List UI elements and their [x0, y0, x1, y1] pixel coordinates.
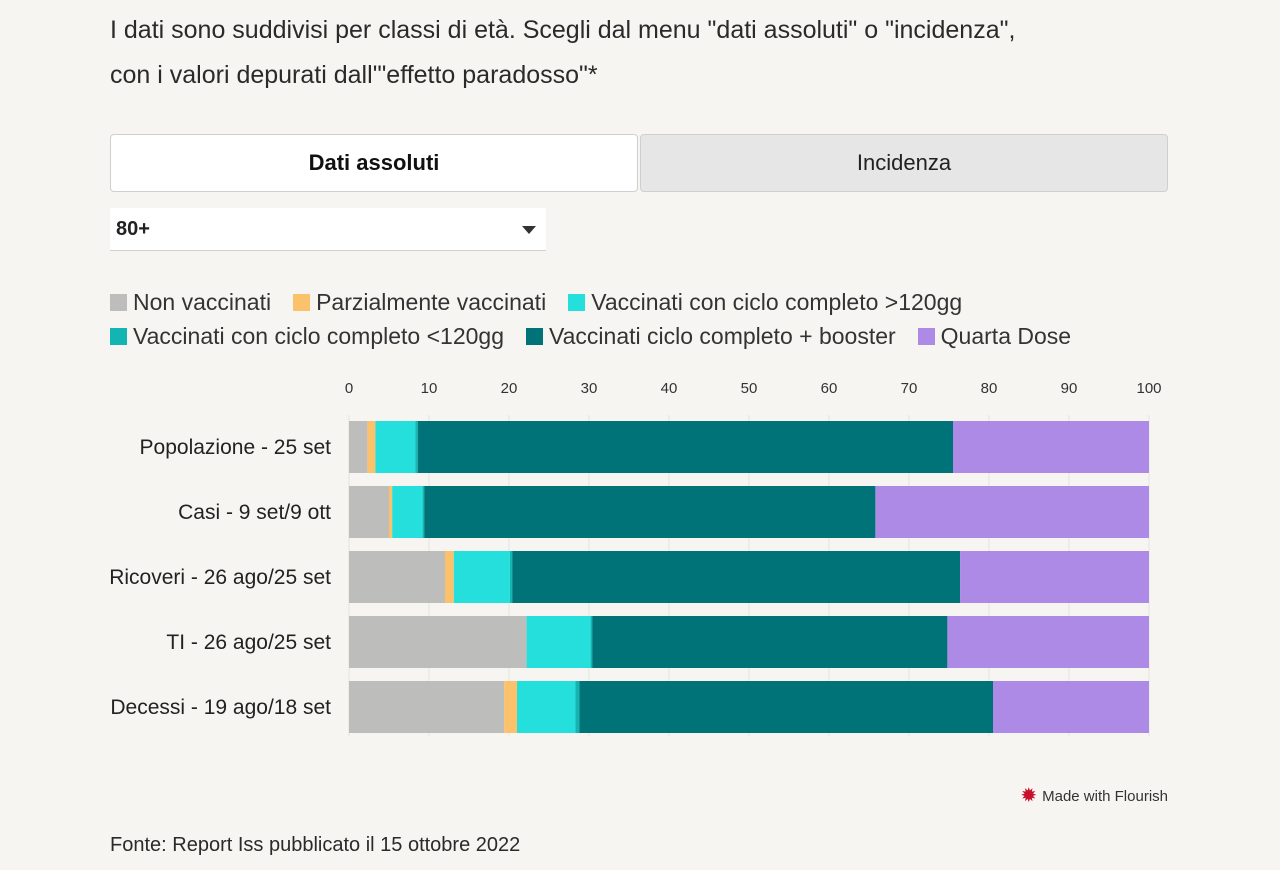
x-tick-label: 70 [901, 380, 918, 397]
bar-segment[interactable] [424, 486, 876, 538]
bar-segment[interactable] [349, 681, 505, 733]
legend-item-parzialmente-vaccinati[interactable]: Parzialmente vaccinati [293, 289, 546, 316]
legend-item-non-vaccinati[interactable]: Non vaccinati [110, 289, 271, 316]
age-class-value: 80+ [116, 217, 150, 240]
bar-segment[interactable] [389, 486, 393, 538]
bar-segment[interactable] [960, 551, 1149, 603]
x-tick-label: 50 [741, 380, 758, 397]
legend-label: Vaccinati con ciclo completo <120gg [133, 322, 504, 349]
x-tick-label: 10 [421, 380, 438, 397]
intro-line-2: con i valori depurati dall'"effetto para… [110, 61, 598, 89]
bar-segment[interactable] [526, 616, 591, 668]
flourish-credit[interactable]: ✹ Made with Flourish [1020, 786, 1168, 806]
view-toggle: Dati assoluti Incidenza [110, 134, 1168, 192]
legend-label: Quarta Dose [940, 322, 1072, 349]
legend-item-ciclo-completo-lt120[interactable]: Vaccinati con ciclo completo <120gg [110, 323, 504, 350]
intro-text: I dati sono suddivisi per classi di età.… [110, 8, 1210, 98]
bar-segment[interactable] [349, 551, 445, 603]
x-tick-label: 30 [581, 380, 598, 397]
bar-segment[interactable] [415, 421, 418, 473]
bar-segment[interactable] [367, 421, 376, 473]
legend-swatch [526, 327, 543, 345]
chart-legend: Non vaccinati Parzialmente vaccinati Vac… [110, 285, 1170, 353]
legend-item-booster[interactable]: Vaccinati ciclo completo + booster [526, 323, 896, 350]
bar-segment[interactable] [422, 486, 425, 538]
chevron-down-icon [522, 226, 536, 234]
bar-segment[interactable] [947, 616, 1149, 668]
legend-swatch [110, 327, 127, 345]
flourish-credit-label: Made with Flourish [1042, 787, 1168, 805]
legend-swatch [110, 293, 127, 311]
legend-label: Vaccinati ciclo completo + booster [549, 322, 896, 349]
bar-segment[interactable] [349, 486, 389, 538]
bar-segment[interactable] [517, 681, 576, 733]
bar-segment[interactable] [392, 486, 423, 538]
incidenza-button[interactable]: Incidenza [640, 134, 1168, 192]
x-tick-label: 80 [981, 380, 998, 397]
flourish-logo-icon: ✹ [1020, 785, 1038, 807]
stacked-bar-chart: 0 10 20 30 40 50 60 70 80 90 100 Popolazione - 25 s… [109, 380, 1162, 736]
bar-segment[interactable] [875, 486, 1149, 538]
bar-segment[interactable] [579, 681, 993, 733]
bar-segment[interactable] [590, 616, 593, 668]
bar-segment[interactable] [512, 551, 961, 603]
x-tick-label: 20 [501, 380, 518, 397]
legend-item-ciclo-completo-gt120[interactable]: Vaccinati con ciclo completo >120gg [568, 289, 962, 316]
legend-swatch [568, 293, 586, 311]
category-label: Decessi - 19 ago/18 set [110, 696, 331, 719]
age-class-dropdown[interactable]: 80+ [110, 208, 546, 251]
x-tick-label: 60 [821, 380, 838, 397]
bar-segment[interactable] [993, 681, 1149, 733]
legend-swatch [293, 293, 311, 311]
bar-segment[interactable] [575, 681, 580, 733]
bar-segment[interactable] [504, 681, 517, 733]
x-tick-label: 40 [661, 380, 678, 397]
category-label: Casi - 9 set/9 ott [178, 501, 331, 524]
bar-segment[interactable] [453, 551, 510, 603]
source-note: Fonte: Report Iss pubblicato il 15 ottob… [110, 834, 521, 856]
category-label: TI - 26 ago/25 set [166, 631, 331, 654]
x-tick-label: 100 [1136, 380, 1161, 397]
bar-segment[interactable] [445, 551, 454, 603]
legend-swatch [917, 327, 935, 345]
bar-segment[interactable] [349, 616, 527, 668]
bar-segment[interactable] [953, 421, 1149, 473]
bar-segment[interactable] [509, 551, 513, 603]
legend-label: Non vaccinati [133, 288, 272, 315]
dati-assoluti-button[interactable]: Dati assoluti [110, 134, 638, 192]
legend-label: Parzialmente vaccinati [316, 288, 547, 315]
intro-line-1: I dati sono suddivisi per classi di età.… [110, 16, 1016, 44]
bar-segment[interactable] [375, 421, 416, 473]
legend-item-quarta-dose[interactable]: Quarta Dose [917, 322, 1072, 350]
category-label: Ricoveri - 26 ago/25 set [109, 566, 331, 589]
legend-label: Vaccinati con ciclo completo >120gg [591, 288, 963, 315]
x-tick-label: 0 [345, 380, 353, 397]
bar-segment[interactable] [417, 421, 953, 473]
bar-segment[interactable] [592, 616, 948, 668]
bar-segment[interactable] [349, 421, 368, 473]
x-tick-label: 90 [1061, 380, 1078, 397]
category-label: Popolazione - 25 set [140, 436, 332, 459]
